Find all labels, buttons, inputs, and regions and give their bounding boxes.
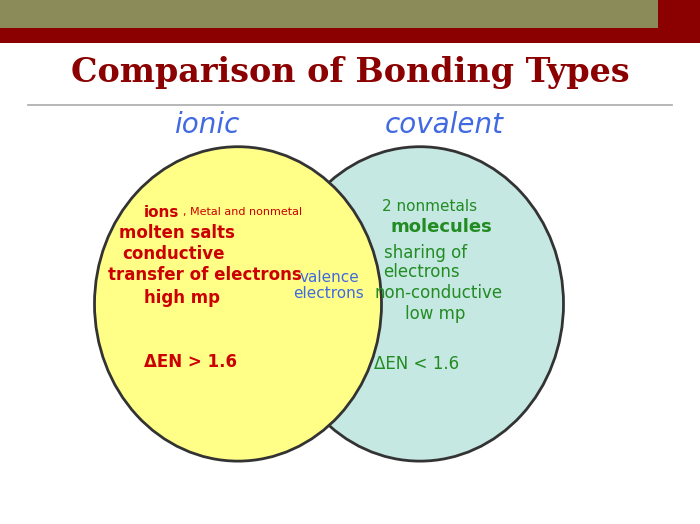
- Text: valence: valence: [299, 270, 359, 285]
- Text: conductive: conductive: [122, 245, 225, 263]
- Text: molten salts: molten salts: [119, 224, 235, 242]
- Text: ions: ions: [144, 205, 179, 220]
- Ellipse shape: [94, 147, 382, 461]
- Text: electrons: electrons: [293, 286, 365, 301]
- Text: ΔEN < 1.6: ΔEN < 1.6: [374, 355, 460, 373]
- Text: transfer of electrons: transfer of electrons: [108, 266, 302, 284]
- Text: 2 nonmetals: 2 nonmetals: [382, 200, 477, 214]
- Bar: [658, 0, 700, 29]
- Text: high mp: high mp: [144, 289, 220, 307]
- Text: low mp: low mp: [405, 305, 465, 323]
- Bar: [0, 0, 658, 29]
- Text: Comparison of Bonding Types: Comparison of Bonding Types: [71, 56, 629, 89]
- Text: molecules: molecules: [391, 218, 492, 236]
- Text: covalent: covalent: [385, 111, 504, 139]
- Text: ΔEN > 1.6: ΔEN > 1.6: [144, 353, 237, 370]
- Bar: [0, 28, 700, 43]
- Ellipse shape: [276, 147, 564, 461]
- Text: electrons: electrons: [384, 264, 460, 281]
- Text: sharing of: sharing of: [384, 244, 467, 261]
- Text: non-conductive: non-conductive: [374, 285, 503, 302]
- Text: , Metal and nonmetal: , Metal and nonmetal: [183, 206, 302, 217]
- Text: ionic: ionic: [174, 111, 239, 139]
